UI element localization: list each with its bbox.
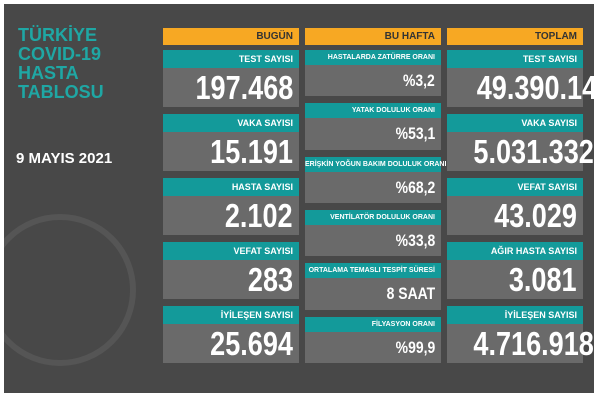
value-text: %68,2: [395, 177, 435, 197]
title-line: COVID-19: [18, 44, 102, 64]
card-label: HASTALARDA ZATÜRRE ORANI: [305, 50, 441, 65]
card-label: ERİŞKİN YOĞUN BAKIM DOLULUK ORANI: [305, 156, 446, 172]
title-line: HASTA: [18, 63, 79, 83]
value-text: 3.081: [509, 261, 577, 298]
card-value: 8 SAAT: [305, 278, 441, 310]
card-value: 3.081: [447, 260, 583, 299]
card-label: AĞIR HASTA SAYISI: [447, 242, 583, 260]
column-header: TOPLAM: [447, 28, 583, 45]
value-text: %53,1: [395, 124, 435, 144]
value-text: 5.031.332: [473, 133, 594, 170]
title-line: TÜRKİYE: [18, 25, 98, 45]
card-label: VAKA SAYISI: [447, 114, 583, 132]
card-label: TEST SAYISI: [447, 50, 583, 68]
column-header: BU HAFTA: [305, 28, 441, 45]
value-text: %33,8: [395, 231, 435, 250]
value-text: %3,2: [403, 71, 435, 90]
card-value: %3,2: [305, 65, 441, 97]
card-value: %68,2: [305, 171, 441, 203]
value-text: 25.694: [210, 325, 293, 362]
card-value: %99,9: [305, 331, 441, 363]
date: 9 MAYIS 2021: [16, 150, 113, 167]
dashboard: TÜRKİYE COVID-19 HASTA TABLOSU 9 MAYIS 2021…: [4, 4, 594, 393]
card-label: VAKA SAYISI: [163, 114, 299, 132]
card-value: 5.031.332: [447, 132, 594, 171]
card-value: %53,1: [305, 118, 441, 150]
title-line: TABLOSU: [18, 82, 104, 102]
value-text: 43.029: [494, 197, 577, 234]
value-text: %99,9: [395, 337, 435, 357]
value-text: 49.390.141: [476, 69, 594, 106]
card-label: İYİLEŞEN SAYISI: [163, 306, 299, 324]
card-label: TEST SAYISI: [163, 50, 299, 68]
card-value: %33,8: [305, 225, 441, 257]
column-header: BUGÜN: [163, 28, 299, 45]
card-value: 283: [163, 260, 299, 299]
card-label: FİLYASYON ORANI: [305, 316, 441, 332]
card-label: YATAK DOLULUK ORANI: [305, 103, 441, 119]
value-text: 197.468: [195, 69, 293, 106]
value-text: 2.102: [225, 197, 293, 234]
card-label: VEFAT SAYISI: [447, 178, 583, 196]
card-value: 49.390.141: [447, 68, 594, 107]
value-text: 8 SAAT: [386, 284, 435, 304]
card-value: 25.694: [163, 324, 299, 363]
card-label: ORTALAMA TEMASLI TESPİT SÜRESİ: [305, 263, 441, 279]
value-text: 283: [247, 261, 293, 298]
logo-watermark: [4, 214, 136, 366]
card-value: 4.716.918: [447, 324, 594, 363]
value-text: 15.191: [210, 133, 293, 170]
card-value: 43.029: [447, 196, 583, 235]
title: TÜRKİYE COVID-19 HASTA TABLOSU: [18, 26, 104, 102]
card-value: 2.102: [163, 196, 299, 235]
value-text: 4.716.918: [473, 325, 594, 362]
card-label: HASTA SAYISI: [163, 178, 299, 196]
card-value: 15.191: [163, 132, 299, 171]
card-label: VENTİLATÖR DOLULUK ORANI: [305, 210, 441, 225]
card-label: İYİLEŞEN SAYISI: [447, 306, 583, 324]
card-value: 197.468: [163, 68, 299, 107]
card-label: VEFAT SAYISI: [163, 242, 299, 260]
